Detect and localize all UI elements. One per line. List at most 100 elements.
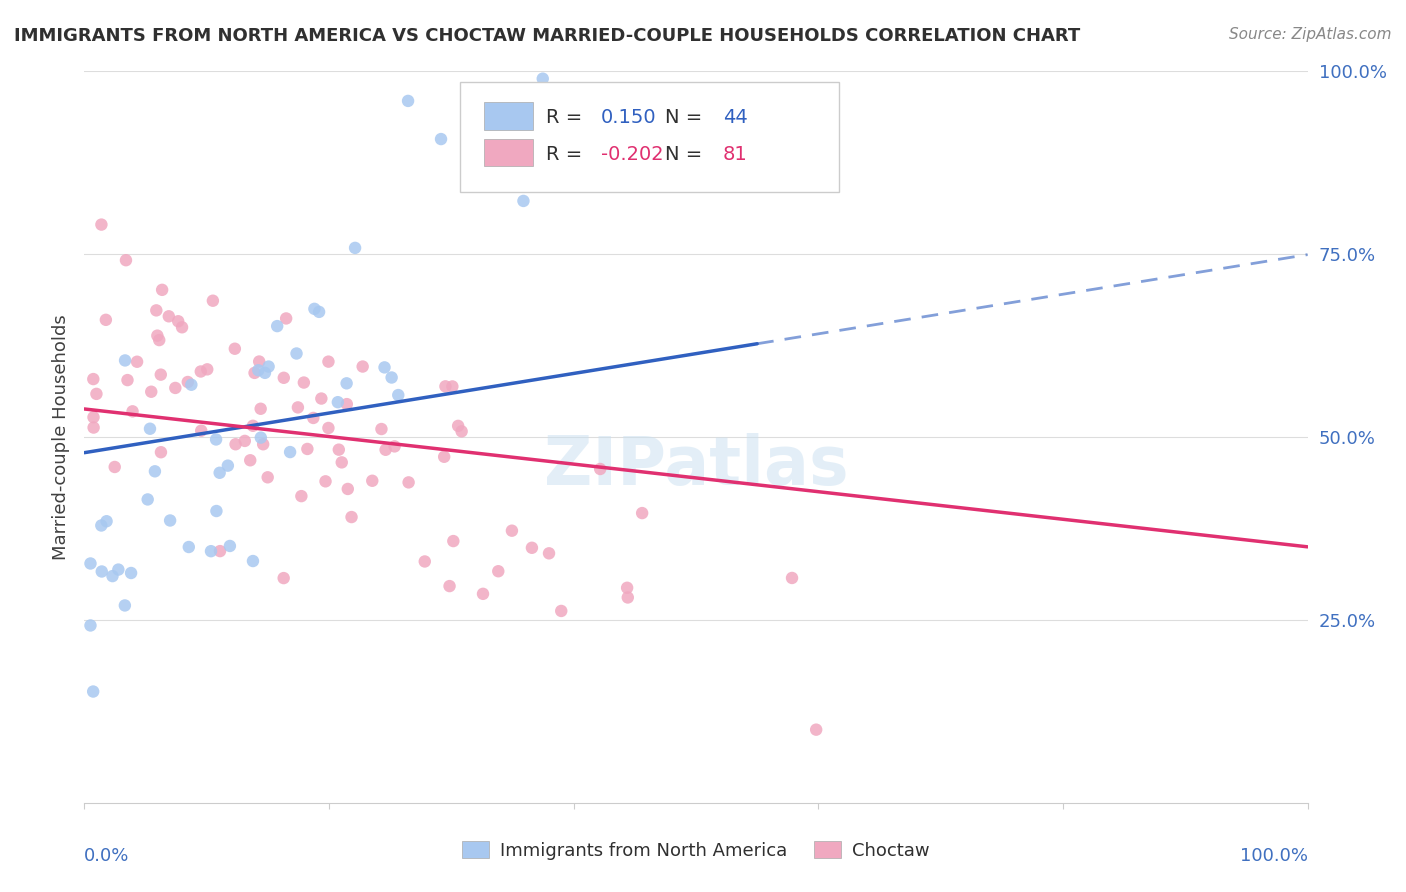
- FancyBboxPatch shape: [484, 102, 533, 130]
- Point: [413, 554, 436, 568]
- Point: [396, 94, 419, 108]
- Point: [447, 418, 470, 433]
- Point: [550, 604, 572, 618]
- Point: [208, 544, 231, 558]
- Text: 44: 44: [723, 108, 748, 127]
- Point: [79, 557, 101, 571]
- Point: [205, 504, 228, 518]
- Point: [501, 524, 523, 538]
- Point: [434, 379, 457, 393]
- Point: [148, 333, 170, 347]
- Point: [157, 310, 180, 324]
- Legend: Immigrants from North America, Choctaw: Immigrants from North America, Choctaw: [456, 834, 936, 867]
- Text: IMMIGRANTS FROM NORTH AMERICA VS CHOCTAW MARRIED-COUPLE HOUSEHOLDS CORRELATION C: IMMIGRANTS FROM NORTH AMERICA VS CHOCTAW…: [14, 27, 1080, 45]
- Point: [256, 470, 278, 484]
- Point: [384, 439, 406, 453]
- Point: [200, 544, 222, 558]
- Point: [439, 579, 461, 593]
- Point: [219, 539, 242, 553]
- Point: [177, 375, 200, 389]
- Point: [486, 564, 509, 578]
- Point: [273, 371, 295, 385]
- Point: [205, 433, 228, 447]
- Point: [315, 475, 337, 489]
- Point: [352, 359, 374, 374]
- Point: [217, 458, 239, 473]
- Point: [247, 363, 270, 377]
- Point: [114, 353, 136, 368]
- Text: N =: N =: [665, 108, 709, 127]
- Point: [336, 482, 359, 496]
- Point: [167, 314, 190, 328]
- Point: [336, 376, 359, 391]
- Point: [83, 420, 105, 434]
- FancyBboxPatch shape: [484, 138, 533, 167]
- Point: [344, 241, 367, 255]
- Point: [82, 684, 104, 698]
- Point: [512, 194, 534, 208]
- Point: [302, 411, 325, 425]
- Point: [120, 566, 142, 580]
- Point: [285, 346, 308, 360]
- Point: [250, 431, 273, 445]
- Point: [361, 474, 384, 488]
- Point: [165, 381, 187, 395]
- Point: [297, 442, 319, 456]
- Point: [115, 253, 138, 268]
- Point: [104, 460, 127, 475]
- Point: [177, 540, 200, 554]
- Point: [243, 366, 266, 380]
- Point: [180, 377, 202, 392]
- Point: [117, 373, 139, 387]
- Text: 81: 81: [723, 145, 748, 163]
- Point: [326, 395, 349, 409]
- Point: [242, 554, 264, 568]
- Point: [170, 320, 193, 334]
- Point: [308, 305, 330, 319]
- Point: [398, 475, 420, 490]
- Point: [136, 492, 159, 507]
- Point: [387, 388, 409, 402]
- Point: [201, 293, 224, 308]
- Text: -0.202: -0.202: [600, 145, 664, 163]
- Point: [150, 283, 173, 297]
- FancyBboxPatch shape: [460, 82, 839, 192]
- Point: [141, 384, 163, 399]
- Point: [86, 387, 108, 401]
- Point: [252, 437, 274, 451]
- Point: [107, 563, 129, 577]
- Text: 0.0%: 0.0%: [84, 847, 129, 864]
- Point: [190, 364, 212, 378]
- Point: [195, 362, 218, 376]
- Point: [121, 404, 143, 418]
- Point: [257, 359, 280, 374]
- Point: [149, 445, 172, 459]
- Point: [370, 422, 392, 436]
- Point: [804, 723, 827, 737]
- Point: [287, 401, 309, 415]
- Point: [617, 591, 640, 605]
- Point: [304, 301, 326, 316]
- Text: R =: R =: [546, 108, 588, 127]
- Point: [441, 534, 464, 549]
- Point: [114, 599, 136, 613]
- Point: [224, 342, 246, 356]
- Point: [233, 434, 256, 448]
- Text: ZIPatlas: ZIPatlas: [544, 434, 848, 500]
- Text: Source: ZipAtlas.com: Source: ZipAtlas.com: [1229, 27, 1392, 42]
- Point: [631, 506, 654, 520]
- Point: [82, 410, 104, 425]
- Point: [441, 379, 464, 393]
- Point: [520, 541, 543, 555]
- Text: N =: N =: [665, 145, 709, 163]
- Point: [430, 132, 453, 146]
- Point: [537, 546, 560, 560]
- Point: [336, 397, 359, 411]
- Text: R =: R =: [546, 145, 588, 163]
- Point: [82, 372, 104, 386]
- Point: [90, 218, 112, 232]
- Point: [290, 489, 312, 503]
- Point: [276, 311, 298, 326]
- Point: [318, 354, 340, 368]
- Point: [249, 401, 271, 416]
